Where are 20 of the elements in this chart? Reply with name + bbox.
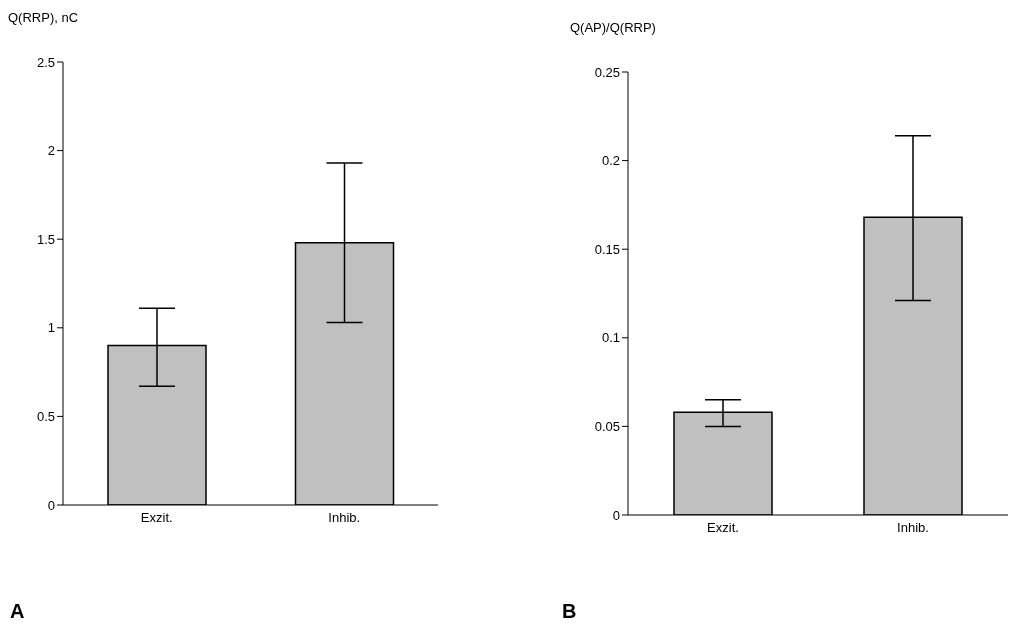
y-tick-label: 0.2 bbox=[601, 153, 620, 169]
y-axis-title: Q(AP)/Q(RRP) bbox=[570, 20, 656, 35]
x-tick-label: Inhib. bbox=[897, 520, 929, 536]
y-tick-label: 0.25 bbox=[594, 64, 620, 80]
x-tick-label: Exzit. bbox=[707, 520, 739, 536]
x-tick-label: Inhib. bbox=[328, 510, 361, 526]
x-tick-label: Exzit. bbox=[140, 510, 173, 526]
y-tick-label: 2 bbox=[47, 143, 55, 159]
y-tick-label: 0.15 bbox=[594, 241, 620, 257]
y-axis-title: Q(RRP), nC bbox=[8, 10, 79, 25]
y-tick-label: 2.5 bbox=[36, 54, 55, 70]
y-tick-label: 1.5 bbox=[36, 231, 55, 247]
y-tick-label: 0 bbox=[612, 507, 620, 523]
text: B bbox=[562, 600, 577, 623]
y-tick-label: 0.1 bbox=[601, 330, 620, 346]
y-tick-label: 1 bbox=[47, 320, 55, 336]
y-tick-label: 0.05 bbox=[594, 419, 620, 435]
text: A bbox=[10, 600, 25, 623]
y-tick-label: 0.5 bbox=[36, 409, 55, 425]
y-tick-label: 0 bbox=[47, 497, 55, 513]
